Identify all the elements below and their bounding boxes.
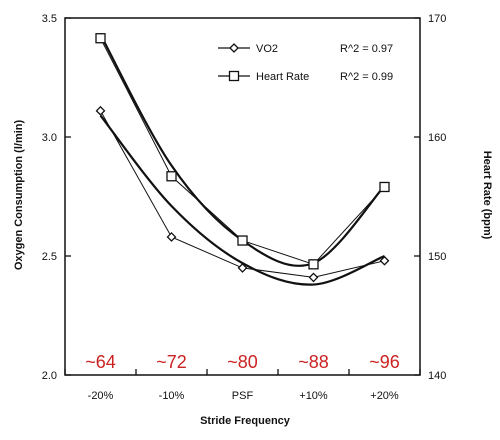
heart-rate-point: [308, 259, 319, 270]
legend-r2-heart-rate: R^2 = 0.99: [340, 71, 393, 83]
annotation-label: ~80: [227, 352, 258, 372]
left-tick-label: 3.0: [42, 132, 57, 144]
legend-marker-vo2: [229, 43, 239, 53]
right-tick-label: 150: [428, 251, 446, 263]
x-axis: -20% -10% PSF +10% +20%: [64, 369, 421, 402]
heart-rate-point: [237, 235, 248, 246]
right-tick-label: 170: [428, 13, 446, 25]
vo2-point: [308, 272, 319, 283]
vo2-point: [379, 255, 390, 266]
x-tick-label: +20%: [370, 390, 399, 402]
vo2-trend-curve: [99, 114, 385, 286]
plot-frame: [64, 17, 421, 376]
legend-label-vo2: VO2: [256, 43, 278, 55]
plot-border: [64, 17, 421, 376]
right-axis-title: Heart Rate (bpm): [481, 151, 493, 240]
x-axis-title: Stride Frequency: [200, 415, 291, 427]
legend-marker-heart-rate: [228, 70, 240, 82]
legend: VO2 R^2 = 0.97 Heart Rate R^2 = 0.99: [218, 43, 393, 83]
left-tick-label: 2.5: [42, 251, 57, 263]
left-axis: 2.0 2.5 3.0 3.5: [42, 13, 71, 382]
annotations: ~64 ~72 ~80 ~88 ~96: [85, 352, 400, 372]
vo2-point: [166, 232, 177, 242]
series-layer: [95, 33, 390, 286]
annotation-label: ~88: [298, 352, 329, 372]
right-tick-label: 140: [428, 370, 446, 382]
heart-rate-trend-curve: [99, 34, 386, 267]
x-tick-label: -10%: [159, 390, 185, 402]
right-tick-label: 160: [428, 132, 446, 144]
x-tick-label: +10%: [299, 390, 328, 402]
left-tick-label: 2.0: [42, 370, 57, 382]
left-axis-title: Oxygen Consumption (l/min): [13, 120, 25, 271]
vo2-data-line: [100, 110, 385, 278]
heart-rate-point: [95, 33, 106, 44]
legend-label-heart-rate: Heart Rate: [256, 71, 309, 83]
vo2-point: [95, 105, 106, 116]
series-vo2: [95, 105, 390, 286]
annotation-label: ~64: [85, 352, 116, 372]
right-axis: 140 150 160 170: [414, 13, 446, 382]
vo2-point: [237, 262, 248, 273]
annotation-label: ~72: [156, 352, 187, 372]
x-tick-label: -20%: [88, 390, 114, 402]
heart-rate-point: [379, 181, 390, 193]
series-heart-rate: [95, 33, 390, 270]
annotation-label: ~96: [369, 352, 400, 372]
left-tick-label: 3.5: [42, 13, 57, 25]
x-tick-label: PSF: [232, 390, 254, 402]
legend-r2-vo2: R^2 = 0.97: [340, 43, 393, 55]
heart-rate-point: [166, 171, 177, 182]
